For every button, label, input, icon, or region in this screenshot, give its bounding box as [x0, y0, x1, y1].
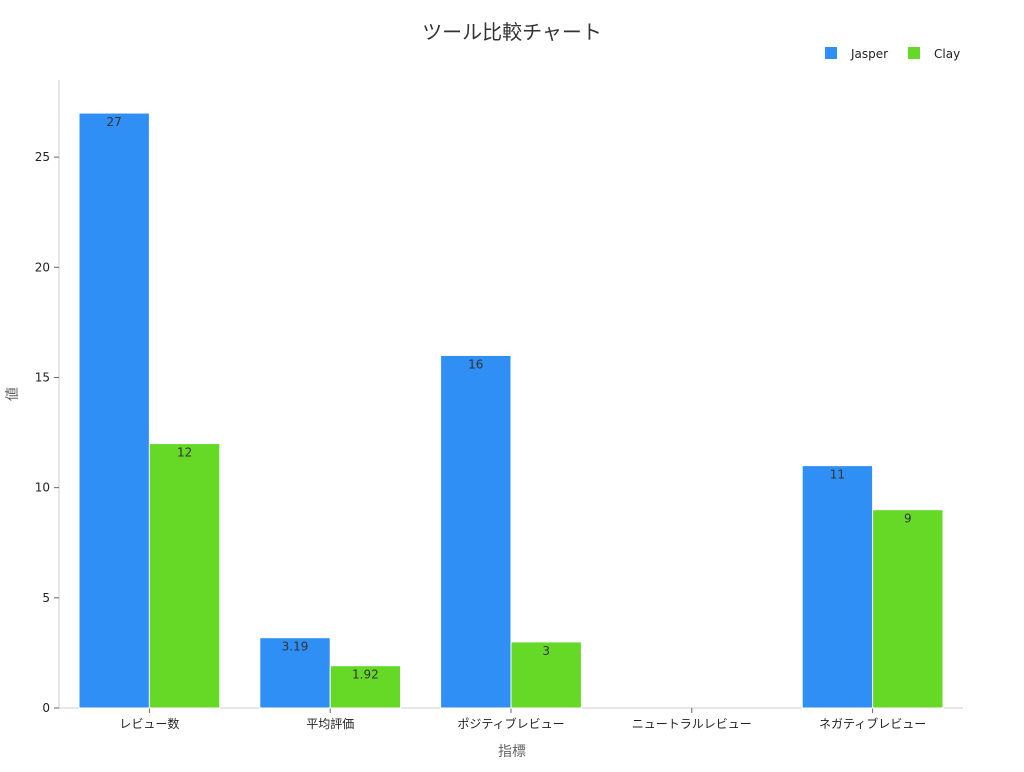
data-label: 16	[468, 357, 483, 371]
bar-jasper	[259, 637, 331, 709]
x-tick-label: レビュー数	[119, 716, 179, 731]
y-tick-label: 25	[35, 150, 50, 164]
x-tick-label: ネガティブレビュー	[819, 716, 926, 731]
y-tick-label: 20	[35, 260, 50, 274]
y-tick-label: 15	[35, 370, 50, 384]
bar-clay	[872, 509, 944, 709]
legend-label-clay: Clay	[934, 47, 960, 61]
bar-jasper	[801, 465, 874, 709]
data-label: 9	[904, 512, 912, 526]
y-tick-label: 0	[42, 701, 50, 715]
x-axis: レビュー数 平均評価 ポジティブレビュー ニュートラルレビュー ネガティブレビュー	[59, 707, 963, 731]
y-axis-title: 値	[5, 387, 21, 401]
bars	[78, 112, 944, 709]
data-label: 27	[107, 115, 122, 129]
y-tick-label: 10	[35, 481, 50, 495]
data-label: 1.92	[352, 668, 379, 682]
legend-swatch-jasper	[825, 47, 837, 59]
legend-label-jasper: Jasper	[850, 47, 888, 61]
x-tick-label: ニュートラルレビュー	[632, 717, 752, 731]
bar-clay	[148, 443, 221, 709]
y-axis: 0 5 10 15 20 25	[35, 80, 60, 715]
data-label: 3.19	[282, 640, 309, 654]
bar-clay	[329, 665, 402, 709]
legend: Jasper Clay	[825, 47, 960, 61]
bar-jasper	[78, 112, 150, 709]
bar-jasper	[440, 354, 512, 709]
x-tick-label: ポジティブレビュー	[457, 716, 564, 731]
chart-title: ツール比較チャート	[422, 20, 602, 44]
x-axis-title: 指標	[498, 744, 526, 760]
data-label: 11	[830, 468, 845, 482]
data-labels: 27 12 3.19 1.92 16 3 11 9	[107, 115, 912, 682]
bar-clay	[510, 641, 582, 709]
x-tick-label: 平均評価	[306, 716, 354, 731]
data-label: 12	[177, 446, 192, 460]
data-label: 3	[542, 644, 550, 658]
y-tick-label: 5	[42, 591, 50, 605]
legend-swatch-clay	[908, 47, 920, 59]
